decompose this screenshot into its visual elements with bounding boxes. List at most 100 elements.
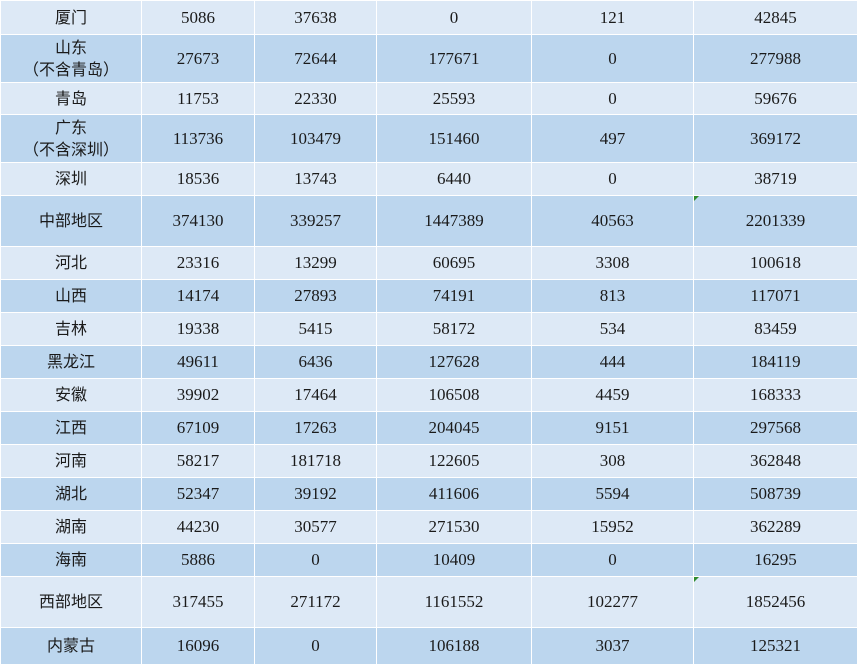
value-cell[interactable]: 42845 <box>693 0 857 35</box>
value-cell[interactable]: 0 <box>531 162 694 196</box>
value-cell[interactable]: 374130 <box>141 195 255 247</box>
value-cell[interactable]: 813 <box>531 279 694 313</box>
value-cell[interactable]: 72644 <box>254 34 377 83</box>
value-cell[interactable]: 362848 <box>693 444 857 478</box>
region-name-cell[interactable]: 江西 <box>0 411 142 445</box>
value-cell[interactable]: 122605 <box>376 444 532 478</box>
value-cell[interactable]: 177671 <box>376 34 532 83</box>
value-cell[interactable]: 58217 <box>141 444 255 478</box>
region-name-cell[interactable]: 湖北 <box>0 477 142 511</box>
region-name-cell[interactable]: 河北 <box>0 246 142 280</box>
value-cell[interactable]: 102277 <box>531 576 694 628</box>
value-cell[interactable]: 10409 <box>376 543 532 577</box>
value-cell[interactable]: 17464 <box>254 378 377 412</box>
value-cell[interactable]: 1161552 <box>376 576 532 628</box>
value-cell[interactable]: 16096 <box>141 627 255 665</box>
value-cell[interactable]: 444 <box>531 345 694 379</box>
region-name-cell[interactable]: 安徽 <box>0 378 142 412</box>
value-cell[interactable]: 37638 <box>254 0 377 35</box>
value-cell[interactable]: 52347 <box>141 477 255 511</box>
value-cell[interactable]: 39902 <box>141 378 255 412</box>
value-cell[interactable]: 0 <box>531 82 694 115</box>
region-name-cell[interactable]: 厦门 <box>0 0 142 35</box>
value-cell[interactable]: 2201339 <box>693 195 857 247</box>
value-cell[interactable]: 3308 <box>531 246 694 280</box>
value-cell[interactable]: 13743 <box>254 162 377 196</box>
value-cell[interactable]: 181718 <box>254 444 377 478</box>
value-cell[interactable]: 0 <box>254 543 377 577</box>
region-name-cell[interactable]: 中部地区 <box>0 195 142 247</box>
region-name-cell[interactable]: 内蒙古 <box>0 627 142 665</box>
value-cell[interactable]: 27673 <box>141 34 255 83</box>
value-cell[interactable]: 23316 <box>141 246 255 280</box>
value-cell[interactable]: 277988 <box>693 34 857 83</box>
value-cell[interactable]: 125321 <box>693 627 857 665</box>
value-cell[interactable]: 204045 <box>376 411 532 445</box>
value-cell[interactable]: 38719 <box>693 162 857 196</box>
value-cell[interactable]: 106508 <box>376 378 532 412</box>
value-cell[interactable]: 127628 <box>376 345 532 379</box>
value-cell[interactable]: 534 <box>531 312 694 346</box>
value-cell[interactable]: 1852456 <box>693 576 857 628</box>
value-cell[interactable]: 59676 <box>693 82 857 115</box>
value-cell[interactable]: 168333 <box>693 378 857 412</box>
region-name-cell[interactable]: 黑龙江 <box>0 345 142 379</box>
value-cell[interactable]: 27893 <box>254 279 377 313</box>
value-cell[interactable]: 22330 <box>254 82 377 115</box>
value-cell[interactable]: 103479 <box>254 114 377 163</box>
region-name-cell[interactable]: 湖南 <box>0 510 142 544</box>
region-name-cell[interactable]: 青岛 <box>0 82 142 115</box>
value-cell[interactable]: 40563 <box>531 195 694 247</box>
value-cell[interactable]: 0 <box>254 627 377 665</box>
value-cell[interactable]: 0 <box>376 0 532 35</box>
value-cell[interactable]: 44230 <box>141 510 255 544</box>
region-name-cell[interactable]: 山东 （不含青岛） <box>0 34 142 83</box>
value-cell[interactable]: 5886 <box>141 543 255 577</box>
region-name-cell[interactable]: 河南 <box>0 444 142 478</box>
value-cell[interactable]: 11753 <box>141 82 255 115</box>
value-cell[interactable]: 508739 <box>693 477 857 511</box>
region-name-cell[interactable]: 山西 <box>0 279 142 313</box>
value-cell[interactable]: 5086 <box>141 0 255 35</box>
region-name-cell[interactable]: 吉林 <box>0 312 142 346</box>
value-cell[interactable]: 5415 <box>254 312 377 346</box>
value-cell[interactable]: 14174 <box>141 279 255 313</box>
value-cell[interactable]: 9151 <box>531 411 694 445</box>
value-cell[interactable]: 1447389 <box>376 195 532 247</box>
value-cell[interactable]: 497 <box>531 114 694 163</box>
value-cell[interactable]: 0 <box>531 34 694 83</box>
value-cell[interactable]: 74191 <box>376 279 532 313</box>
value-cell[interactable]: 13299 <box>254 246 377 280</box>
value-cell[interactable]: 271530 <box>376 510 532 544</box>
value-cell[interactable]: 369172 <box>693 114 857 163</box>
value-cell[interactable]: 58172 <box>376 312 532 346</box>
value-cell[interactable]: 6440 <box>376 162 532 196</box>
value-cell[interactable]: 362289 <box>693 510 857 544</box>
value-cell[interactable]: 15952 <box>531 510 694 544</box>
value-cell[interactable]: 271172 <box>254 576 377 628</box>
value-cell[interactable]: 184119 <box>693 345 857 379</box>
value-cell[interactable]: 49611 <box>141 345 255 379</box>
value-cell[interactable]: 5594 <box>531 477 694 511</box>
value-cell[interactable]: 6436 <box>254 345 377 379</box>
region-name-cell[interactable]: 深圳 <box>0 162 142 196</box>
value-cell[interactable]: 106188 <box>376 627 532 665</box>
region-name-cell[interactable]: 广东 （不含深圳） <box>0 114 142 163</box>
value-cell[interactable]: 117071 <box>693 279 857 313</box>
value-cell[interactable]: 60695 <box>376 246 532 280</box>
value-cell[interactable]: 17263 <box>254 411 377 445</box>
region-name-cell[interactable]: 西部地区 <box>0 576 142 628</box>
value-cell[interactable]: 39192 <box>254 477 377 511</box>
value-cell[interactable]: 113736 <box>141 114 255 163</box>
value-cell[interactable]: 83459 <box>693 312 857 346</box>
value-cell[interactable]: 308 <box>531 444 694 478</box>
value-cell[interactable]: 3037 <box>531 627 694 665</box>
value-cell[interactable]: 19338 <box>141 312 255 346</box>
value-cell[interactable]: 0 <box>531 543 694 577</box>
value-cell[interactable]: 30577 <box>254 510 377 544</box>
value-cell[interactable]: 25593 <box>376 82 532 115</box>
value-cell[interactable]: 151460 <box>376 114 532 163</box>
value-cell[interactable]: 100618 <box>693 246 857 280</box>
value-cell[interactable]: 16295 <box>693 543 857 577</box>
value-cell[interactable]: 4459 <box>531 378 694 412</box>
